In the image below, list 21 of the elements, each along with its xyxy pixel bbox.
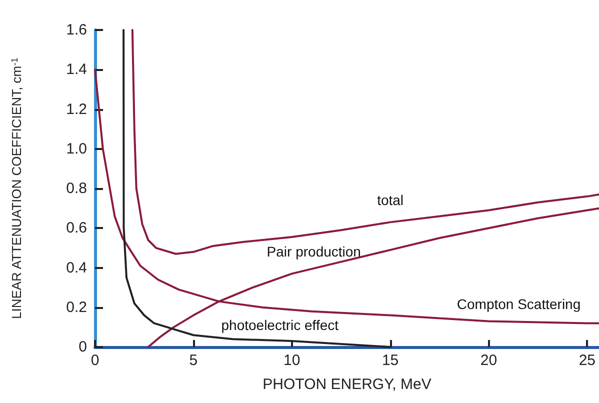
x-tick-label: 0 (90, 352, 100, 369)
y-tick-label: 0.2 (66, 298, 87, 316)
y-tick-label: 0.8 (66, 180, 87, 197)
series-label: photoelectric effect (221, 317, 339, 334)
y-tick-label: 0 (78, 338, 87, 356)
x-tick-label: 5 (189, 352, 198, 369)
y-tick-label: 1.6 (66, 22, 87, 38)
series-label: total (377, 192, 404, 208)
y-tick-label: 1.4 (66, 61, 87, 78)
y-tick-label: 1.2 (66, 100, 87, 118)
y-tick-label: 0.4 (66, 259, 87, 276)
x-tick-label: 20 (480, 352, 498, 369)
x-tick-label: 10 (284, 352, 300, 369)
series-label: Pair production (266, 244, 361, 260)
y-tick-label: 1.0 (66, 140, 87, 158)
x-axis-title: PHOTON ENERGY, MeV (262, 376, 432, 393)
y-axis-title: LINEAR ATTENUATION COEFFICIENT, cm-1 (9, 58, 24, 320)
x-tick-label: 25 (578, 352, 596, 369)
x-tick-label: 15 (382, 352, 399, 369)
series-label: Compton Scattering (456, 296, 581, 312)
y-tick-label: 0.6 (66, 220, 87, 237)
